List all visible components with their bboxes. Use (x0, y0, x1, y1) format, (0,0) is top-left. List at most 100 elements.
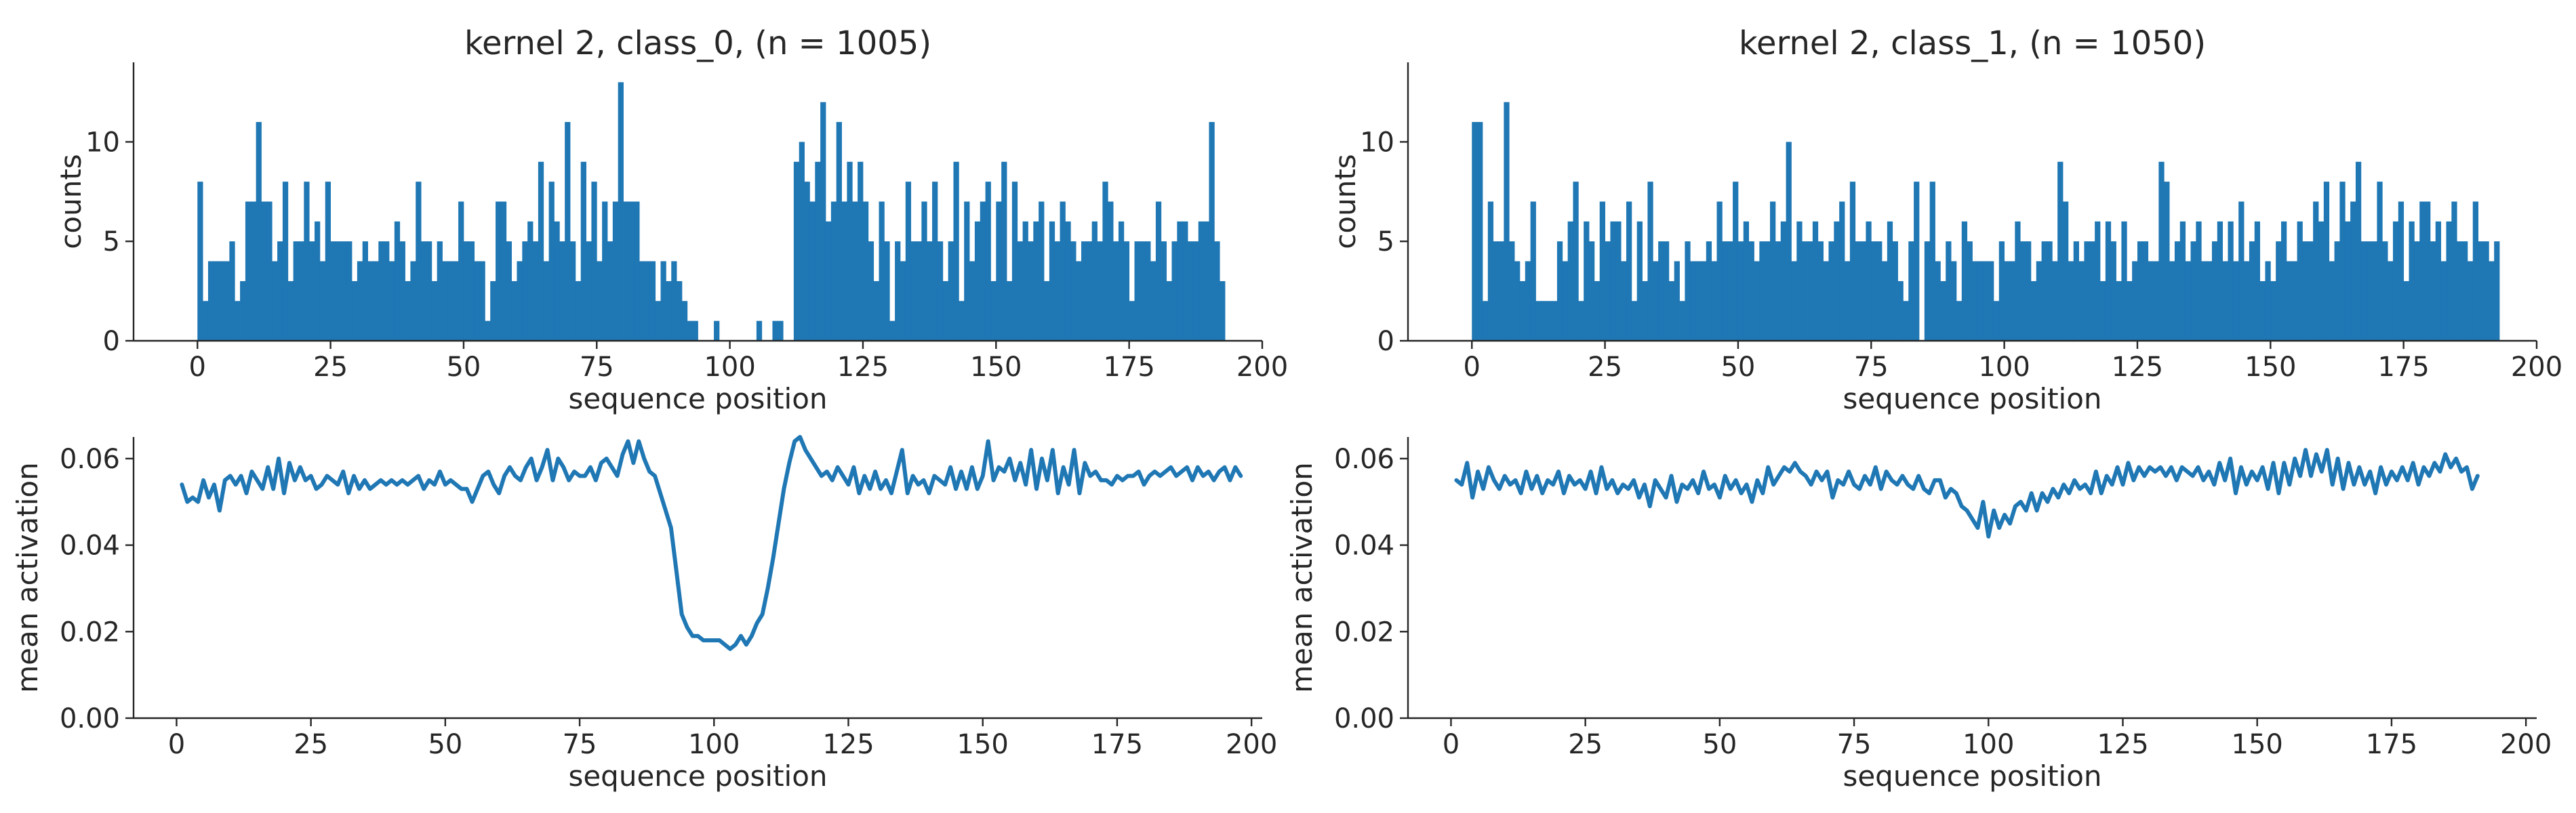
histogram-bar (1049, 221, 1055, 341)
histogram-bar (2030, 280, 2037, 341)
histogram-bar (2041, 241, 2047, 341)
histogram-bar (618, 82, 624, 341)
x-tick-label: 100 (704, 352, 755, 383)
histogram-bar (1839, 201, 1845, 341)
histogram-bar (847, 161, 853, 341)
histogram-bar (2095, 221, 2101, 341)
histogram-bar (692, 320, 698, 341)
histogram-bar (1765, 241, 1771, 341)
histogram-bar (1220, 280, 1226, 341)
histogram-bar (1834, 221, 1840, 341)
histogram-bar (1605, 241, 1611, 341)
y-tick-label: 0.06 (1334, 444, 1394, 475)
histogram-bar (1647, 182, 1653, 341)
histogram-bar (410, 261, 416, 341)
x-tick-label: 0 (189, 352, 206, 383)
histogram-bar (2297, 221, 2303, 341)
histogram-bar (634, 201, 640, 341)
histogram-bar (602, 201, 608, 341)
histogram-bar (2020, 241, 2026, 341)
histogram-bar (2392, 221, 2399, 341)
histogram-bar (1733, 182, 1739, 341)
histogram-bar (309, 241, 315, 341)
histogram-bar (895, 241, 901, 341)
histogram-bar (2425, 201, 2431, 341)
histogram-bar (394, 221, 401, 341)
y-tick-label: 0 (103, 326, 120, 357)
histogram-bar (2467, 261, 2474, 341)
histogram-bar (927, 241, 933, 341)
y-tick-label: 0 (1377, 326, 1394, 357)
histogram-bar (197, 182, 203, 341)
histogram-bar (2483, 241, 2489, 341)
histogram-bar (1690, 261, 1696, 341)
histogram-bar (2211, 241, 2218, 341)
histogram-bar (1123, 241, 1130, 341)
histogram-bar (1855, 241, 1861, 341)
x-tick-label: 100 (1963, 729, 2014, 760)
histogram-bar (554, 221, 560, 341)
histogram-bar (2222, 261, 2228, 341)
histogram-bar (1983, 261, 1989, 341)
histogram-bar (2179, 221, 2186, 341)
histogram-bar (2137, 241, 2144, 341)
y-tick-label: 0.04 (1334, 530, 1394, 562)
histogram-bar (2078, 261, 2085, 341)
histogram-bar (2302, 241, 2308, 341)
histogram-bar (1599, 201, 1605, 341)
histogram-bar (1155, 201, 1162, 341)
histogram-bar (570, 241, 576, 341)
histogram-bar (2164, 182, 2170, 341)
histogram-bar (948, 241, 954, 341)
histogram-bar (2355, 161, 2362, 341)
x-tick-label: 0 (1464, 352, 1481, 383)
histogram-bar (959, 301, 965, 341)
histogram-bar (2015, 221, 2021, 341)
histogram-bar (2308, 241, 2314, 341)
histogram-bar (1060, 201, 1066, 341)
histogram-bar (357, 261, 363, 341)
histogram-bar (591, 182, 597, 341)
histogram-bar (2026, 241, 2032, 341)
histogram-bar (1674, 261, 1680, 341)
histogram-bar (900, 261, 906, 341)
histogram-bar (1993, 301, 2000, 341)
x-tick-label: 150 (970, 352, 1022, 383)
histogram-bar (2360, 241, 2367, 341)
y-tick-label: 5 (1377, 226, 1394, 257)
histogram-bar (1924, 241, 1931, 341)
histogram-bar (1493, 241, 1499, 341)
histogram-bar (1828, 241, 1834, 341)
x-tick-label: 150 (2232, 729, 2283, 760)
histogram-bar (2270, 280, 2276, 341)
histogram-bar (346, 241, 353, 341)
x-tick-label: 25 (294, 729, 328, 760)
histogram-bar (677, 280, 683, 341)
histogram-bar (2105, 221, 2112, 341)
histogram-bar (772, 320, 778, 341)
histogram-bar (272, 261, 278, 341)
histogram-bar (2254, 221, 2261, 341)
histogram-bar (2121, 221, 2127, 341)
y-tick-label: 5 (103, 226, 120, 257)
x-tick-label: 200 (1236, 352, 1288, 383)
histogram-bar (1935, 261, 1941, 341)
histogram-bar (437, 241, 443, 341)
histogram-bar (873, 280, 879, 341)
histogram-bar (277, 241, 283, 341)
y-axis-label: counts (1329, 154, 1362, 249)
histogram-bar (1791, 261, 1797, 341)
x-axis-label: sequence position (568, 759, 827, 793)
histogram-bar (293, 241, 299, 341)
histogram-bar (932, 182, 938, 341)
histogram-bar (2207, 261, 2213, 341)
histogram-bar (607, 241, 613, 341)
histogram-bar (533, 241, 539, 341)
x-tick-label: 150 (2245, 352, 2296, 383)
x-tick-label: 125 (2112, 352, 2163, 383)
histogram-bar (916, 241, 922, 341)
histogram-bar (2233, 261, 2239, 341)
histogram-bar (830, 201, 837, 341)
histogram-bar (207, 261, 214, 341)
histogram-bar (2217, 221, 2223, 341)
